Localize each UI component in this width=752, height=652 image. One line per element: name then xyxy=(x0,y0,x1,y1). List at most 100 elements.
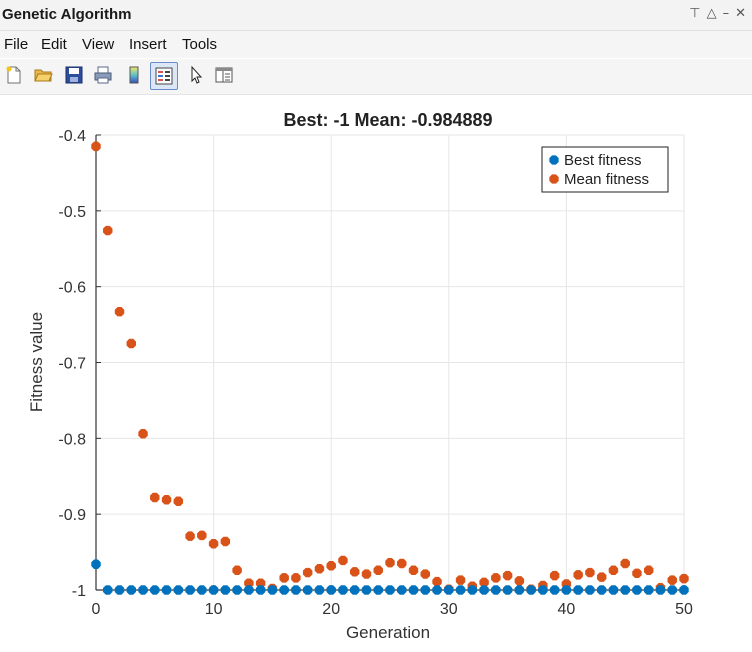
best-fitness-point xyxy=(502,585,513,595)
toolbar xyxy=(0,59,752,95)
legend-label: Best fitness xyxy=(564,152,642,169)
menu-view[interactable]: View xyxy=(82,36,115,53)
mean-fitness-point xyxy=(667,575,677,585)
best-fitness-point xyxy=(538,585,548,595)
menu-file[interactable]: File xyxy=(4,36,29,53)
window-controls: ⊤ △ – ✕ xyxy=(689,5,746,23)
legend-box xyxy=(541,146,669,193)
menu-bar: File Edit View Insert Tools xyxy=(0,31,752,58)
best-fitness-point xyxy=(126,585,137,595)
mean-fitness-point xyxy=(291,573,301,583)
best-fitness-point xyxy=(549,585,560,595)
best-fitness-point xyxy=(491,585,501,595)
legend-marker xyxy=(549,174,559,184)
data-series xyxy=(91,141,689,595)
window-title: Genetic Algorithm xyxy=(2,6,132,23)
x-tick-label: 20 xyxy=(322,601,340,618)
mean-fitness-point xyxy=(173,496,184,507)
best-fitness-point xyxy=(632,585,642,595)
y-tick-label: -0.8 xyxy=(58,431,86,448)
close-icon[interactable]: ✕ xyxy=(735,6,746,21)
best-fitness-point xyxy=(373,585,383,595)
mean-fitness-point xyxy=(302,567,313,578)
menu-insert[interactable]: Insert xyxy=(129,36,167,53)
minimize-icon[interactable]: – xyxy=(722,6,730,21)
best-fitness-point xyxy=(514,585,525,595)
mean-fitness-point xyxy=(514,576,525,586)
best-fitness-point xyxy=(585,585,595,595)
mean-fitness-point xyxy=(161,495,172,505)
mean-fitness-point xyxy=(114,306,125,317)
open-folder-icon[interactable] xyxy=(31,63,55,87)
x-tick-label: 30 xyxy=(440,601,458,618)
best-fitness-point xyxy=(91,559,101,569)
mean-fitness-point xyxy=(585,567,595,578)
y-tick-label: -1 xyxy=(72,583,86,600)
best-fitness-point xyxy=(302,585,313,595)
y-tick-labels: -1 -0.9 -0.8 -0.7 -0.6 -0.5 -0.4 xyxy=(58,128,86,600)
best-fitness-point xyxy=(349,585,360,595)
best-fitness-point xyxy=(397,585,407,595)
mean-fitness-point xyxy=(349,567,360,577)
mean-fitness-point xyxy=(361,569,372,579)
mean-fitness-point xyxy=(197,530,207,541)
best-fitness-point xyxy=(679,585,689,595)
y-tick-label: -0.6 xyxy=(58,280,86,297)
legend-icon[interactable] xyxy=(150,62,178,90)
y-tick-label: -0.4 xyxy=(58,128,86,145)
mean-fitness-point xyxy=(573,570,583,580)
legend-marker xyxy=(549,155,559,165)
colorbar-icon[interactable] xyxy=(122,63,146,87)
mean-fitness-point xyxy=(373,565,383,576)
x-tick-label: 0 xyxy=(92,601,101,618)
best-fitness-point xyxy=(338,585,348,595)
mean-fitness-point xyxy=(150,492,160,503)
legend[interactable]: Best fitness Mean fitness xyxy=(541,146,669,193)
best-fitness-point xyxy=(432,585,442,595)
mean-fitness-point xyxy=(338,555,348,566)
mean-fitness-point xyxy=(91,141,101,152)
best-fitness-point xyxy=(220,585,231,595)
best-fitness-point xyxy=(267,585,278,595)
best-fitness-point xyxy=(596,585,607,595)
property-inspector-icon[interactable] xyxy=(212,63,236,87)
dock-icon[interactable]: ⊤ xyxy=(689,6,701,21)
print-icon[interactable] xyxy=(91,63,115,87)
best-fitness-point xyxy=(208,585,219,595)
save-icon[interactable] xyxy=(62,63,86,87)
fitness-chart: Best: -1 Mean: -0.984889 0 10 20 30 40 50 -1-… xyxy=(27,110,693,642)
mean-fitness-point xyxy=(126,338,137,349)
mean-fitness-point xyxy=(549,570,560,581)
y-tick-label: -0.9 xyxy=(58,507,86,524)
best-fitness-point xyxy=(620,585,630,595)
mean-fitness-point xyxy=(397,558,407,569)
best-fitness-point xyxy=(385,585,395,595)
new-figure-icon[interactable] xyxy=(2,63,26,87)
best-fitness-point xyxy=(279,585,289,595)
y-tick-label: -0.5 xyxy=(58,204,86,221)
best-fitness-point xyxy=(161,585,172,595)
x-tick-labels: 0 10 20 30 40 50 xyxy=(92,601,693,618)
best-fitness-point xyxy=(561,585,572,595)
mean-fitness-point xyxy=(491,573,501,583)
x-axis-label: Generation xyxy=(346,623,430,642)
best-fitness-point xyxy=(197,585,207,595)
best-fitness-point xyxy=(185,585,195,595)
mean-fitness-point xyxy=(314,564,325,574)
best-fitness-point xyxy=(114,585,125,595)
best-fitness-point xyxy=(173,585,184,595)
best-fitness-point xyxy=(444,585,454,595)
best-fitness-series xyxy=(91,559,689,595)
undock-icon[interactable]: △ xyxy=(706,6,717,21)
title-bar: Genetic Algorithm ⊤ △ – ✕ xyxy=(0,0,752,31)
mean-fitness-point xyxy=(232,565,242,576)
mean-fitness-point xyxy=(138,429,148,439)
menu-edit[interactable]: Edit xyxy=(41,36,67,53)
y-tick-label: -0.7 xyxy=(58,356,86,373)
chart-title: Best: -1 Mean: -0.984889 xyxy=(283,110,492,130)
best-fitness-point xyxy=(608,585,619,595)
menu-tools[interactable]: Tools xyxy=(182,36,218,53)
best-fitness-point xyxy=(455,585,466,595)
best-fitness-point xyxy=(573,585,583,595)
pointer-icon[interactable] xyxy=(184,63,208,87)
